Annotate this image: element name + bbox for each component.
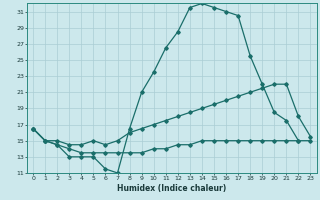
X-axis label: Humidex (Indice chaleur): Humidex (Indice chaleur)	[117, 184, 227, 193]
